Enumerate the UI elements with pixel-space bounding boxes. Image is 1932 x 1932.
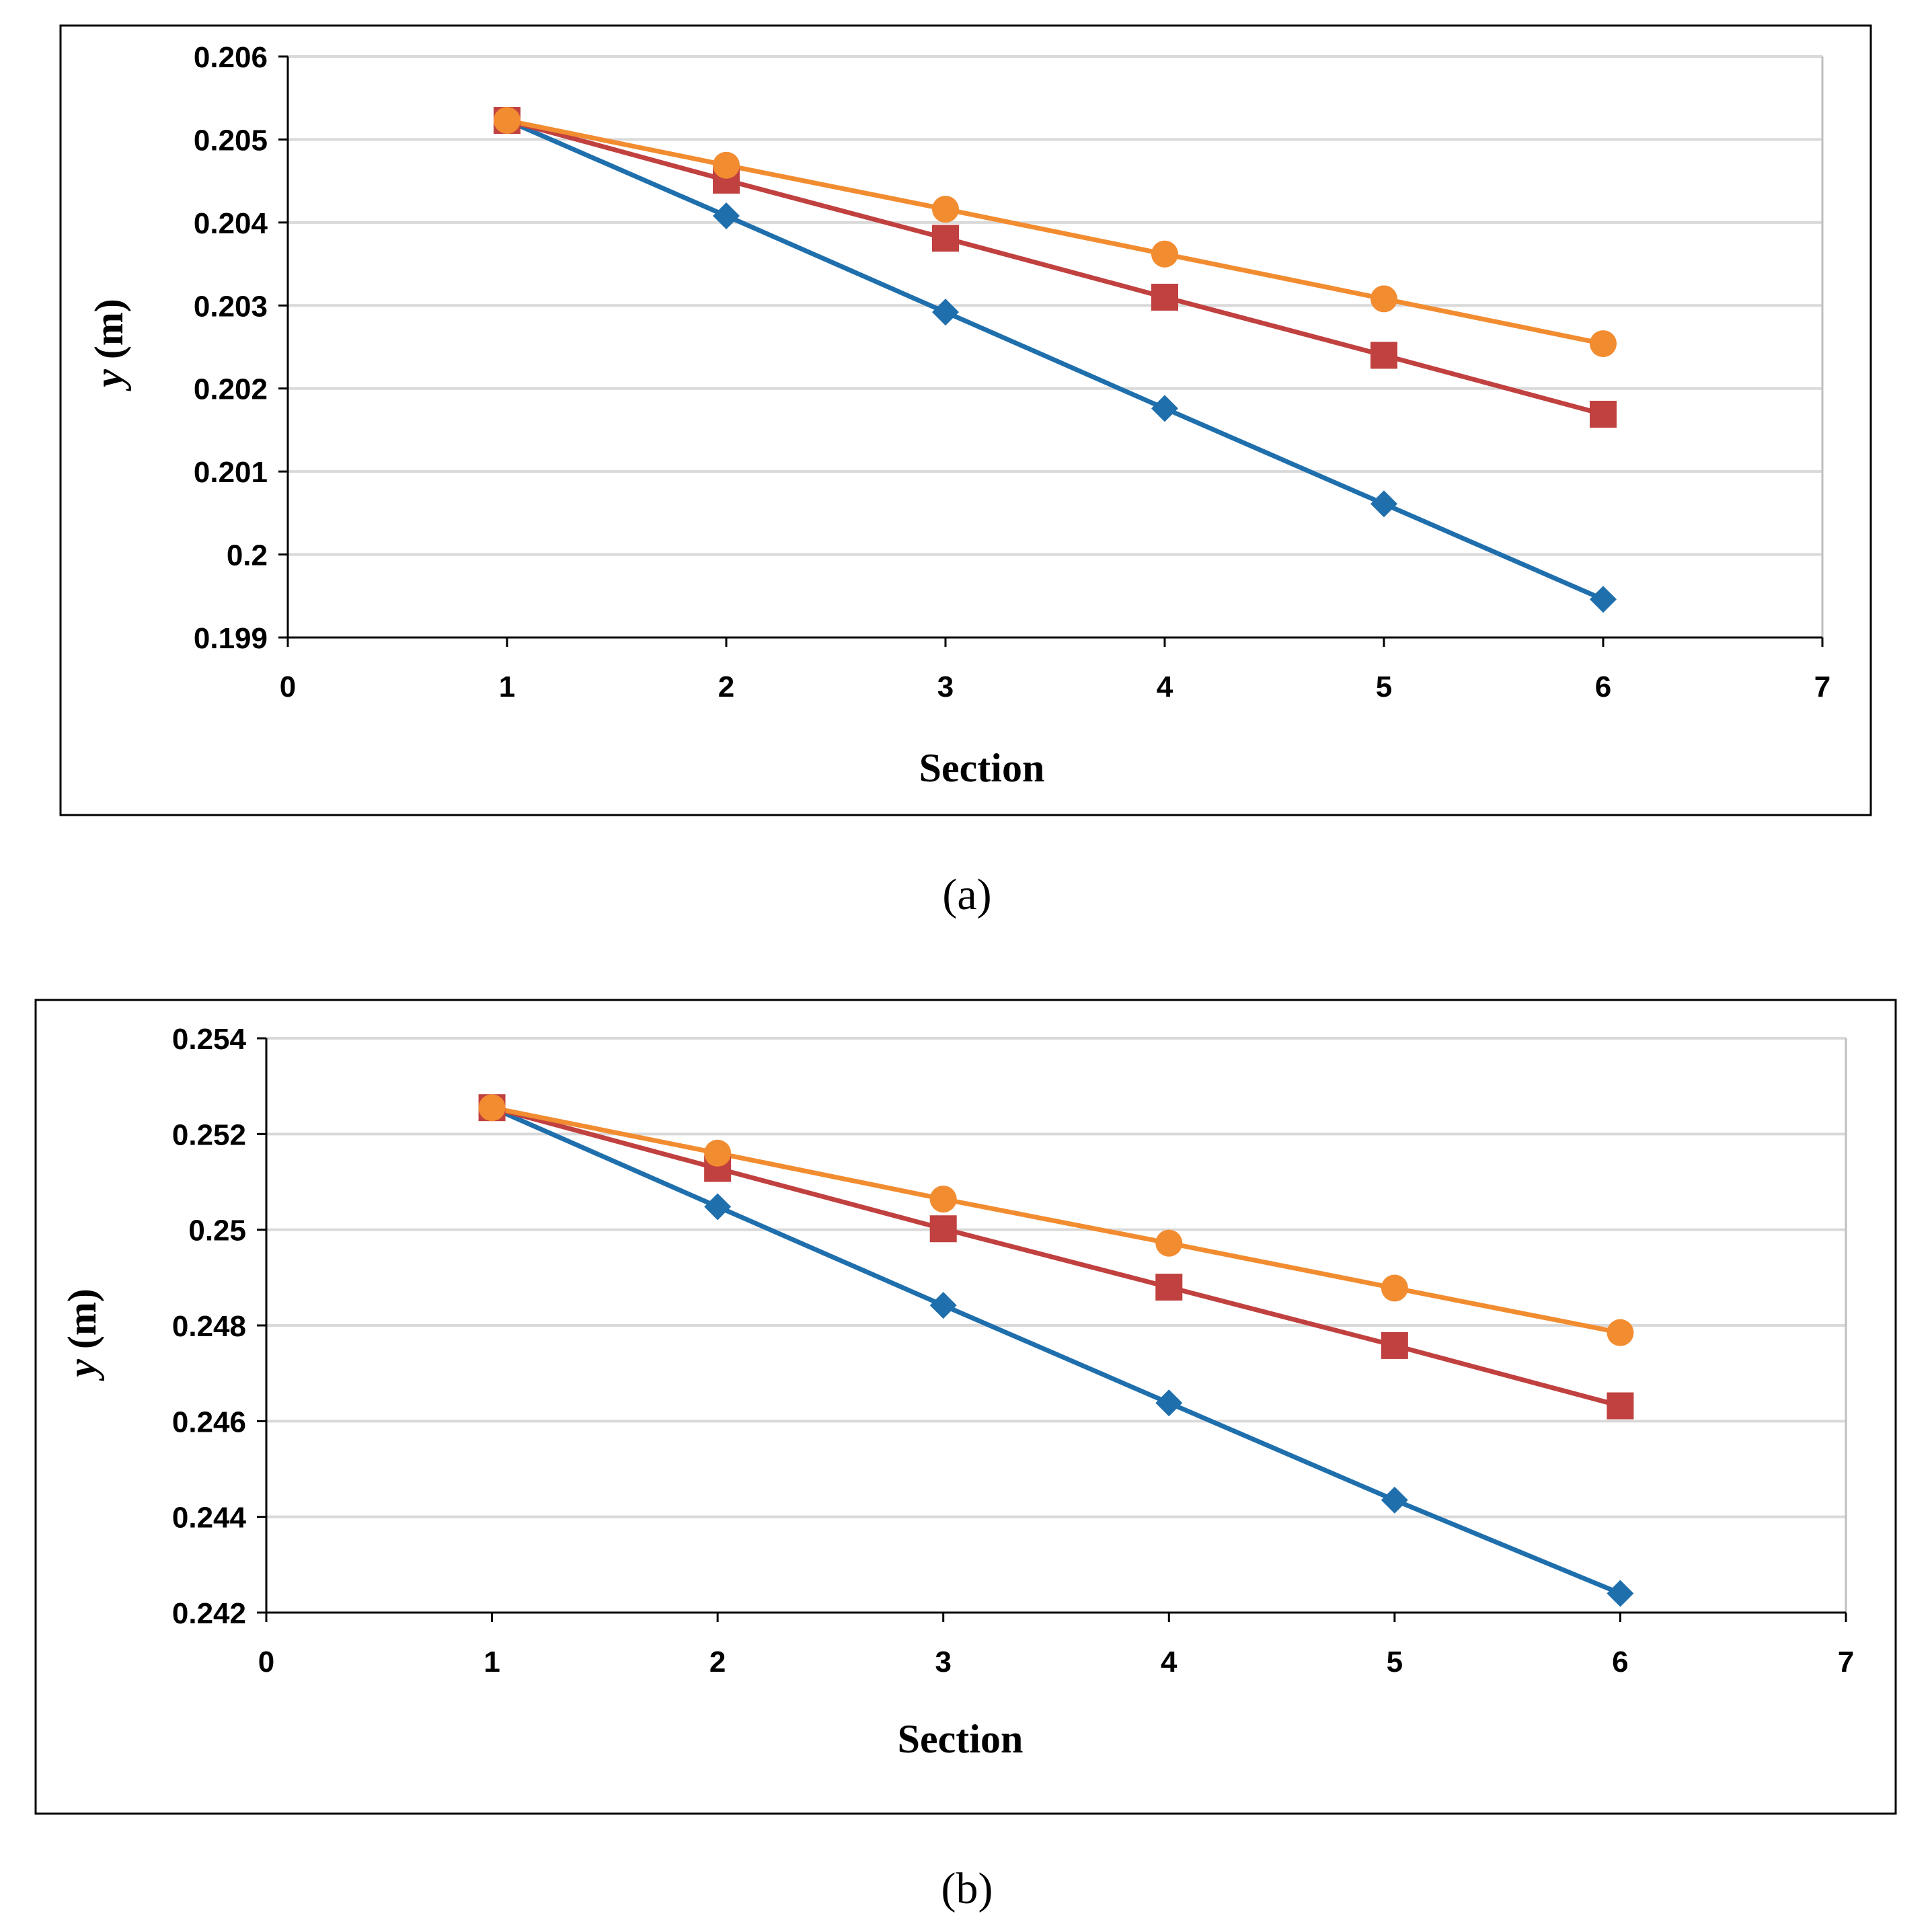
panel-b-series-2-point [1155, 1274, 1183, 1301]
panel-a-series-3-point [494, 107, 520, 134]
panel-a-series-1-point [1151, 395, 1178, 422]
panel-b-x-axis-label: Section [898, 1717, 1023, 1761]
panel-b-series-1-point [1381, 1486, 1408, 1514]
panel-b-series-1-point [704, 1193, 732, 1221]
panel-b-series-3-point [1607, 1319, 1634, 1346]
panel-b-y-tick-label: 0.248 [172, 1310, 246, 1343]
panel-a-y-axis-label: y (m) [87, 299, 131, 391]
panel-a-y-tick-label: 0.205 [194, 124, 268, 157]
panel-b-series-2-line [491, 1105, 1621, 1408]
panel-a-chart: 0.199 0.2 0.201 0.202 0.203 0.204 0.205 0.206 0… [59, 24, 1872, 919]
panel-b-y-tick-label: 0.25 [188, 1214, 246, 1247]
panel-b-series-3-point [1155, 1229, 1183, 1257]
panel-b-series-lines [491, 1105, 1621, 1596]
panel-a-series-2-point [932, 225, 959, 252]
panel-b-y-tick-label: 0.244 [172, 1502, 247, 1535]
panel-a-x-tick-label: 0 [280, 670, 296, 703]
panel-b-series-markers [478, 1094, 1634, 1607]
panel-a-gridlines [288, 55, 1824, 637]
panel-a-x-tick-label: 2 [718, 670, 734, 703]
panel-a-y-tick-label: 0.199 [194, 622, 268, 655]
panel-b-series-1-point [1155, 1389, 1183, 1417]
panel-a-x-tick-label: 3 [937, 670, 954, 703]
panel-b-x-tick-label: 2 [709, 1646, 726, 1678]
panel-b-chart: 0.242 0.244 0.246 0.248 0.25 0.252 0.254 0 1 2 3 4… [34, 999, 1897, 1913]
panel-a-series-1-point [1590, 586, 1617, 613]
panel-b-y-tick-labels: 0.242 0.244 0.246 0.248 0.25 0.252 0.254 [172, 1023, 247, 1630]
panel-b-frame [34, 999, 1897, 1815]
panel-a-y-tick-label: 0.202 [194, 373, 268, 406]
panel-b-series-1-point [1607, 1580, 1634, 1607]
panel-a-series-1-point [932, 299, 959, 326]
panel-b-series-3-point [929, 1186, 957, 1213]
panel-b-series-1-line [491, 1105, 1621, 1596]
panel-b-y-axis-label: y (m) [60, 1288, 104, 1381]
panel-b-x-tick-label: 5 [1387, 1646, 1403, 1678]
panel-a-series-1-point [1370, 490, 1397, 518]
panel-a-y-tick-label: 0.204 [194, 207, 268, 240]
panel-b-y-axis-unit: (m) [60, 1288, 104, 1359]
panel-b-y-tick-label: 0.242 [172, 1597, 246, 1630]
panel-a-series-2-line [506, 118, 1604, 417]
panel-a-y-tick-label: 0.2 [227, 539, 268, 572]
panel-b-caption: (b) [941, 1864, 993, 1913]
panel-b-x-tick-label: 3 [935, 1646, 951, 1678]
panel-b-x-tick-label: 4 [1161, 1646, 1177, 1678]
panel-a-x-tick-label: 4 [1157, 670, 1173, 703]
panel-a-x-tick-label: 1 [499, 670, 515, 703]
panel-b-series-3-point [704, 1139, 732, 1167]
panel-a-series-2-point [1590, 400, 1617, 428]
panel-a-x-tick-label: 7 [1814, 670, 1830, 703]
panel-a-y-tick-labels: 0.199 0.2 0.201 0.202 0.203 0.204 0.205 0.206 [194, 41, 268, 655]
panel-a-series-3-line [506, 118, 1604, 346]
panel-a-y-tick-label: 0.201 [194, 456, 268, 489]
panel-a-series-3-point [1370, 285, 1397, 313]
panel-a-y-axis-variable: y [87, 369, 131, 391]
panel-b-series-2-point [1607, 1392, 1634, 1420]
panel-a-series-2-point [1370, 342, 1397, 369]
panel-a-x-tick-labels: 0 1 2 3 4 5 6 7 [280, 670, 1830, 703]
panel-a-x-tick-label: 5 [1376, 670, 1392, 703]
panel-b-series-2-point [929, 1215, 957, 1243]
panel-a-series-markers [494, 107, 1617, 613]
panel-a-series-lines [506, 118, 1605, 602]
panel-b-y-tick-label: 0.246 [172, 1405, 246, 1438]
panel-a-y-tick-label: 0.203 [194, 290, 268, 323]
panel-b-x-tick-labels: 0 1 2 3 4 5 6 7 [258, 1646, 1854, 1678]
panel-a-series-2-point [1151, 283, 1178, 311]
panel-b-x-tick-label: 6 [1612, 1646, 1628, 1678]
panel-a-y-axis-unit: (m) [87, 299, 131, 369]
panel-b-series-3-point [478, 1094, 506, 1122]
panel-b-axes [257, 1037, 1847, 1622]
panel-a-series-1-point [713, 202, 740, 229]
panel-b-series-3-point [1381, 1274, 1408, 1302]
panel-b-y-tick-label: 0.252 [172, 1118, 246, 1151]
panel-b-series-3-line [491, 1105, 1621, 1336]
panel-b-series-2-point [1381, 1331, 1408, 1359]
panel-a-series-3-point [1151, 240, 1178, 268]
panel-a-x-axis-label: Section [919, 746, 1045, 790]
panel-a-series-3-point [1590, 330, 1617, 358]
panel-b-y-tick-label: 0.254 [172, 1023, 247, 1056]
panel-a-caption: (a) [942, 870, 991, 919]
panel-b-x-tick-label: 7 [1838, 1646, 1854, 1678]
panel-b-series-1-point [929, 1292, 957, 1319]
panel-a-x-tick-label: 6 [1595, 670, 1611, 703]
panel-a-axes [278, 55, 1824, 647]
panel-a-series-3-point [932, 196, 959, 223]
panel-a-series-1-line [506, 118, 1605, 602]
panel-b-x-tick-label: 0 [258, 1646, 274, 1678]
panel-a-y-tick-label: 0.206 [194, 41, 268, 74]
panel-b-y-axis-variable: y [60, 1359, 104, 1381]
panel-a-frame [59, 24, 1872, 816]
panel-a-series-3-point [713, 151, 740, 179]
panel-b-x-tick-label: 1 [484, 1646, 500, 1678]
